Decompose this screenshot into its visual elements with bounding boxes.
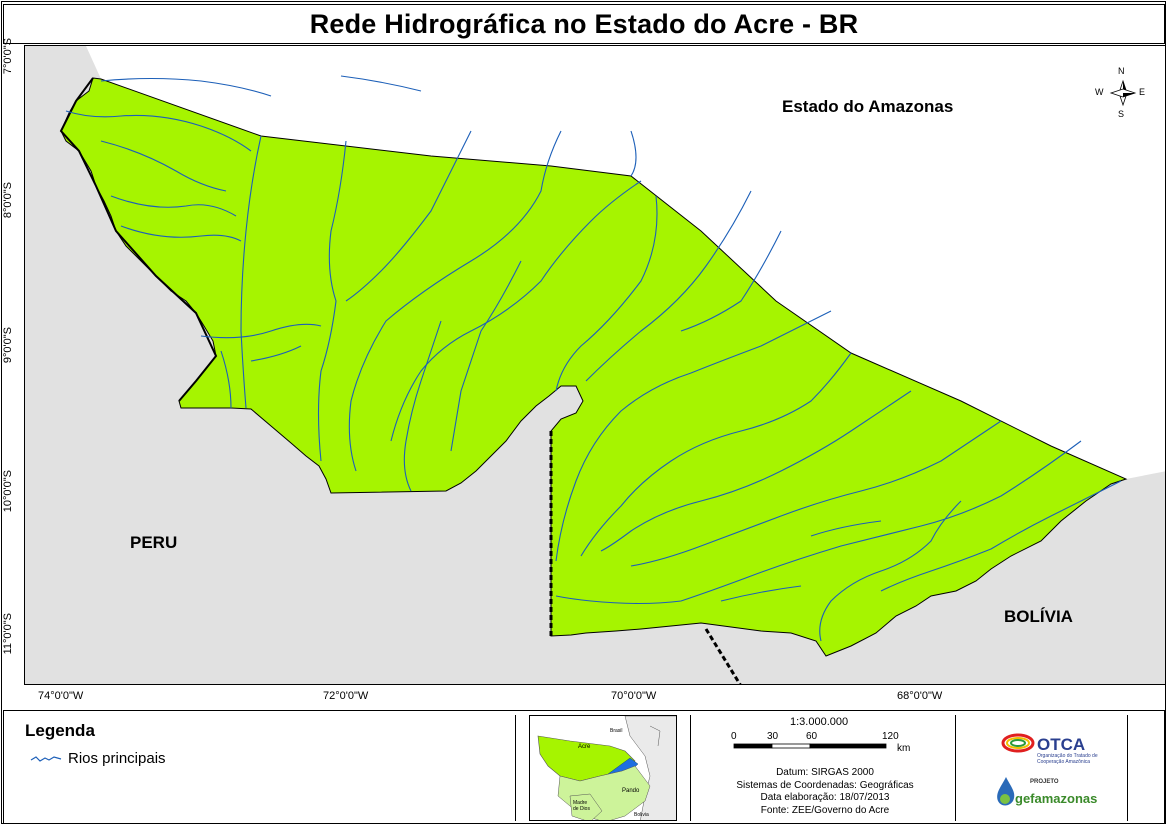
inset-label-bolivia: Bolivia	[634, 812, 649, 818]
divider	[515, 715, 516, 821]
lat-label-10: 10°0'0"S	[2, 470, 14, 513]
inset-label-brasil: Brasil	[610, 728, 623, 734]
legend-item-label: Rios principais	[68, 750, 166, 767]
inset-label-pando: Pando	[622, 788, 640, 794]
amazonas-region	[25, 46, 1165, 479]
info-datum: Datum: SIRGAS 2000	[776, 767, 874, 778]
west-label: W	[1095, 87, 1104, 97]
scale-unit: km	[897, 743, 911, 754]
otca-logo-icon	[1001, 733, 1035, 753]
scale-bar	[733, 743, 887, 749]
inset-label-madre-de-dios: Madre de Dios	[573, 800, 590, 812]
map-canvas	[25, 46, 1165, 684]
border-line	[59, 77, 218, 402]
map-area	[24, 45, 1166, 685]
lat-label-7: 7°0'0"S	[2, 38, 14, 75]
divider	[690, 715, 691, 821]
lat-label-8: 8°0'0"S	[2, 182, 14, 219]
divider	[1127, 715, 1128, 821]
river-line-icon	[30, 755, 62, 762]
otca-logo-text: OTCA	[1037, 735, 1086, 754]
label-peru: PERU	[130, 533, 178, 552]
scale-ratio: 1:3.000.000	[790, 716, 849, 728]
lon-label-72: 72°0'0"W	[323, 690, 369, 702]
inset-map-canvas	[530, 716, 676, 820]
legend-item-rivers: Rios principais	[30, 750, 166, 767]
label-bolivia: BOLÍVIA	[1004, 607, 1073, 626]
east-label: E	[1139, 87, 1146, 97]
lon-label-74: 74°0'0"W	[38, 690, 84, 702]
north-label: N	[1118, 66, 1125, 76]
info-source: Fonte: ZEE/Governo do Acre	[760, 804, 890, 816]
lat-label-11: 11°0'0"S	[2, 613, 14, 655]
info-coords: Sistemas de Coordenadas: Geográficas	[736, 779, 914, 791]
map-info: Datum: SIRGAS 2000 Sistemas de Coordenad…	[700, 767, 950, 817]
scale-tick-30: 30	[767, 731, 779, 742]
south-label: S	[1118, 109, 1125, 119]
scale-tick-0: 0	[731, 731, 737, 742]
map-title: Rede Hidrográfica no Estado do Acre - BR	[309, 8, 859, 39]
lon-label-68: 68°0'0"W	[897, 690, 943, 702]
north-arrow-icon	[1109, 79, 1137, 107]
projeto-label: PROJETO	[1030, 779, 1059, 785]
title-box: Rede Hidrográfica no Estado do Acre - BR	[3, 4, 1165, 44]
scale-tick-120: 120	[882, 731, 899, 742]
legend-title: Legenda	[25, 721, 95, 740]
scale-tick-60: 60	[806, 731, 818, 742]
label-amazonas: Estado do Amazonas	[782, 97, 954, 116]
gef-logo-text: gefamazonas	[1015, 791, 1098, 806]
inset-map: Brasil Acre Pando Madre de Dios Bolivia	[529, 715, 677, 821]
river-network	[65, 75, 1122, 642]
info-date: Data elaboração: 18/07/2013	[760, 792, 890, 803]
divider	[955, 715, 956, 821]
lat-label-9: 9°0'0"S	[2, 327, 14, 364]
otca-logo-subtitle: Organização do Tratado de Cooperação Ama…	[1037, 753, 1098, 765]
inset-label-acre: Acre	[578, 744, 591, 750]
legend-panel	[3, 710, 1165, 824]
gef-logo-icon	[997, 777, 1015, 806]
lon-label-70: 70°0'0"W	[611, 690, 657, 702]
border-line	[704, 628, 742, 684]
